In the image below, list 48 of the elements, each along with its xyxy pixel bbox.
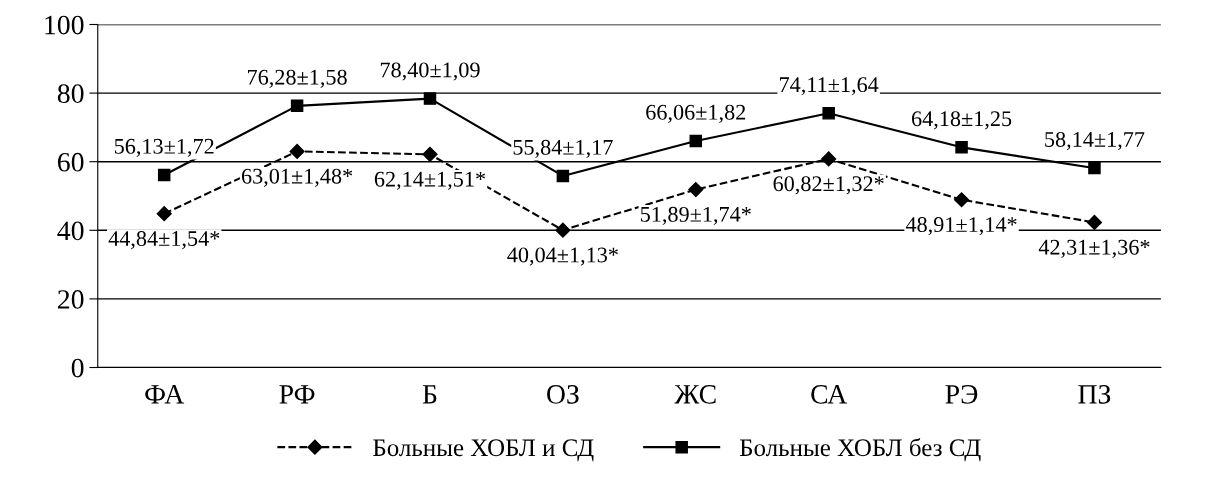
point: [822, 107, 835, 120]
x-tick-label: ФА: [145, 385, 185, 404]
data-label: 62,14±1,51*: [374, 171, 486, 190]
point: [1086, 214, 1103, 230]
y-tick-label: 0: [71, 358, 84, 378]
point: [955, 141, 968, 154]
data-label: 48,91±1,14*: [905, 217, 1017, 236]
data-label: 64,18±1,25: [911, 111, 1012, 130]
data-label: 40,04±1,13*: [507, 247, 618, 266]
data-label: 56,13±1,72: [114, 138, 214, 157]
x-tick-label: ПЗ: [1078, 385, 1111, 404]
data-label: 51,89±1,74*: [640, 206, 751, 226]
y-tick-label: 100: [45, 15, 84, 35]
point: [290, 99, 304, 113]
data-label: 55,84±1,17: [513, 139, 613, 158]
x-tick-label: РЭ: [945, 385, 978, 404]
y-tick-label: 20: [58, 290, 84, 309]
point: [689, 134, 703, 148]
y-tick-label: 60: [57, 152, 84, 172]
x-tick-label: Б: [422, 385, 437, 404]
data-label: 76,28±1,58: [248, 69, 347, 88]
data-label: 78,40±1,09: [380, 62, 480, 81]
point: [289, 143, 305, 159]
y-tick-label: 40: [57, 221, 84, 241]
point: [1088, 161, 1101, 175]
data-label: 63,01±1,48*: [241, 168, 353, 187]
legend-label: Больные ХОБЛ без СД: [739, 438, 981, 462]
data-label: 66,06±1,82: [646, 104, 746, 123]
legend-label: Больные ХОБЛ и СД: [373, 439, 594, 462]
point: [422, 146, 438, 162]
data-label: 42,31±1,36*: [1038, 239, 1150, 258]
x-tick-label: РФ: [279, 385, 315, 404]
x-tick-label: ЖС: [674, 385, 716, 404]
y-tick-label: 80: [57, 84, 84, 104]
point: [556, 169, 570, 183]
x-tick-label: СА: [811, 385, 848, 404]
point: [821, 151, 837, 167]
point: [423, 92, 437, 105]
x-tick-label: ОЗ: [547, 385, 579, 404]
point: [688, 181, 704, 198]
point: [156, 206, 172, 222]
data-label: 58,14±1,77: [1045, 131, 1145, 151]
point: [555, 222, 571, 238]
data-label: 44,84±1,54*: [108, 231, 220, 250]
data-label: 60,82±1,32*: [773, 176, 884, 195]
data-label: 74,11±1,64: [780, 77, 879, 96]
point: [157, 168, 171, 182]
point: [953, 192, 970, 208]
